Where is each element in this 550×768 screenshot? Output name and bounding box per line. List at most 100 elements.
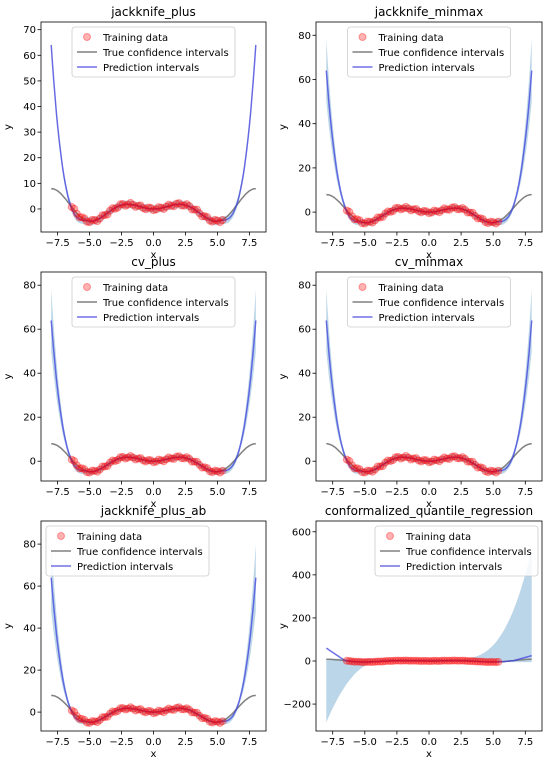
training-point [437, 455, 446, 464]
training-point [213, 717, 222, 726]
training-point [85, 718, 94, 727]
training-point [409, 454, 418, 463]
training-point [144, 203, 153, 212]
training-point [376, 213, 385, 222]
plot-area [50, 41, 257, 227]
training-point [425, 209, 433, 218]
training-point [473, 214, 482, 223]
training-point [484, 468, 493, 477]
training-point [210, 466, 219, 475]
training-point [401, 452, 410, 460]
training-point [453, 205, 462, 214]
legend-label-true-ci: True confidence intervals [378, 298, 505, 309]
y-tick-label: 40 [298, 119, 311, 130]
legend-training-marker [83, 33, 91, 41]
x-tick-label: 0.0 [421, 238, 437, 249]
y-tick-label: 60 [23, 51, 36, 62]
training-point [491, 468, 500, 477]
training-point [164, 704, 173, 713]
training-point [98, 713, 107, 722]
training-point [208, 468, 217, 477]
training-point [136, 705, 145, 714]
training-point [136, 201, 145, 210]
training-point [203, 714, 212, 723]
training-point [419, 656, 428, 665]
chart-panel-1: −7.5 −5.0 −2.5 0.0 2.5 5.0 7.5 0 10 20 30 40 50 60 70 j… [3, 5, 267, 261]
training-point [75, 714, 84, 723]
x-tick-label: 2.5 [178, 737, 194, 748]
training-point [67, 203, 76, 211]
training-point [371, 216, 380, 225]
training-point [146, 707, 155, 716]
training-point [170, 705, 178, 714]
legend-label-true-ci: True confidence intervals [405, 547, 532, 558]
training-point [88, 717, 97, 726]
training-point [427, 657, 436, 665]
training-point [205, 216, 214, 225]
training-point [182, 453, 191, 462]
training-point [218, 717, 227, 726]
chart-title: cv_minmax [395, 255, 463, 269]
training-point [342, 206, 351, 215]
training-point [399, 656, 408, 665]
legend-training-marker [358, 283, 367, 291]
training-point [463, 457, 472, 466]
x-tick-label: −2.5 [109, 737, 133, 748]
x-tick-label: −5.0 [77, 487, 101, 498]
training-point [440, 656, 449, 665]
y-axis-label: y [3, 373, 14, 379]
training-point [185, 202, 194, 210]
training-point [72, 711, 81, 720]
training-point [213, 467, 222, 476]
training-point [187, 205, 196, 214]
x-tick-label: 2.5 [453, 238, 469, 249]
training-point [455, 454, 464, 463]
training-point [95, 716, 104, 724]
y-tick-label: 0 [30, 457, 36, 468]
training-point [88, 466, 97, 475]
x-tick-label: −5.0 [353, 238, 377, 249]
training-point [213, 216, 222, 225]
training-point [85, 468, 94, 477]
training-point [376, 462, 385, 471]
plot-area [325, 289, 533, 477]
x-tick-label: 7.5 [241, 238, 257, 249]
training-point [350, 464, 359, 473]
x-tick-label: −2.5 [109, 487, 133, 498]
x-tick-label: −5.0 [353, 487, 377, 498]
training-point [396, 454, 405, 463]
x-tick-label: −7.5 [45, 737, 69, 748]
training-point [216, 718, 224, 727]
x-axis-label: x [426, 499, 432, 510]
training-point [417, 457, 426, 466]
training-point [386, 657, 395, 665]
x-tick-label: 2.5 [178, 238, 194, 249]
training-point [95, 465, 104, 474]
training-point [371, 657, 380, 666]
y-tick-label: 10 [23, 179, 36, 190]
training-point [70, 707, 79, 716]
training-point [131, 706, 140, 715]
training-point [198, 463, 207, 472]
training-point [445, 454, 454, 463]
prediction-curve [325, 647, 532, 663]
training-point [368, 467, 377, 476]
x-tick-label: −2.5 [385, 238, 409, 249]
training-point [478, 215, 487, 224]
training-point [378, 212, 387, 221]
training-point [435, 457, 444, 466]
legend-label-prediction: Prediction intervals [103, 313, 199, 324]
training-point [208, 718, 217, 727]
training-point [381, 657, 390, 666]
y-tick-label: 20 [298, 163, 311, 174]
training-point [136, 454, 145, 463]
training-point [146, 203, 155, 212]
x-tick-label: −5.0 [353, 737, 377, 748]
training-point [399, 453, 408, 462]
training-point [134, 201, 143, 210]
training-point [141, 205, 150, 214]
training-point [481, 467, 490, 476]
training-point [152, 708, 161, 717]
training-point [419, 456, 428, 464]
training-point [195, 460, 204, 469]
